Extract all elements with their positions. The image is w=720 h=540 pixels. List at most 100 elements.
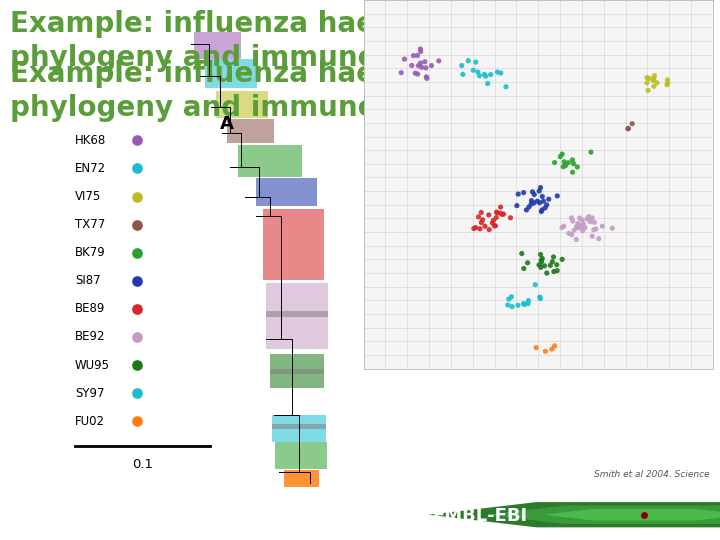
- Point: [522, 299, 534, 308]
- Point: [415, 47, 426, 56]
- Point: [623, 124, 634, 133]
- Point: [412, 70, 423, 78]
- Point: [485, 70, 496, 79]
- Point: [408, 51, 419, 60]
- Bar: [194, 32, 241, 59]
- Text: VI75: VI75: [75, 190, 102, 203]
- Point: [534, 199, 545, 207]
- Point: [566, 213, 577, 222]
- Point: [511, 201, 523, 210]
- Point: [498, 210, 509, 218]
- Bar: [272, 423, 326, 429]
- Point: [426, 61, 437, 70]
- Point: [534, 187, 545, 195]
- Point: [487, 219, 498, 227]
- Point: [502, 301, 513, 309]
- Point: [474, 225, 486, 233]
- Point: [577, 220, 589, 228]
- Bar: [270, 368, 324, 374]
- Point: [558, 222, 570, 231]
- Point: [647, 76, 659, 85]
- Point: [539, 347, 551, 356]
- Point: [492, 208, 503, 217]
- Bar: [270, 354, 324, 388]
- Point: [572, 219, 584, 228]
- Point: [495, 203, 506, 212]
- Point: [483, 225, 495, 234]
- Text: Smith et al 2004. Science: Smith et al 2004. Science: [595, 470, 710, 480]
- Point: [412, 51, 423, 60]
- Point: [495, 209, 506, 218]
- Point: [552, 266, 563, 275]
- Text: 0.1: 0.1: [132, 458, 153, 471]
- Point: [415, 45, 426, 53]
- Point: [522, 259, 534, 267]
- Point: [421, 74, 433, 83]
- Point: [563, 229, 575, 238]
- Point: [490, 221, 501, 230]
- Point: [473, 213, 485, 221]
- Point: [590, 225, 602, 233]
- Point: [570, 235, 582, 244]
- Point: [651, 78, 662, 87]
- Point: [567, 217, 579, 225]
- Point: [535, 263, 546, 272]
- Point: [546, 258, 558, 266]
- Point: [505, 293, 517, 301]
- Point: [503, 295, 515, 303]
- Point: [528, 199, 540, 207]
- Point: [562, 158, 574, 167]
- Point: [462, 56, 474, 65]
- Bar: [256, 178, 317, 206]
- Point: [577, 215, 588, 224]
- Bar: [284, 470, 319, 488]
- Point: [573, 220, 585, 229]
- Bar: [216, 91, 268, 118]
- Point: [589, 218, 600, 227]
- Text: WU95: WU95: [75, 359, 110, 372]
- Point: [415, 59, 426, 68]
- Point: [472, 68, 484, 76]
- Point: [568, 159, 580, 168]
- Point: [513, 190, 524, 198]
- Text: B: B: [505, 116, 518, 133]
- Point: [568, 226, 580, 234]
- Point: [566, 230, 577, 239]
- Point: [644, 74, 655, 83]
- Point: [585, 148, 597, 157]
- Point: [468, 224, 480, 233]
- Bar: [227, 119, 274, 143]
- Point: [548, 253, 559, 261]
- Point: [661, 80, 672, 89]
- Point: [571, 222, 582, 231]
- Point: [516, 249, 528, 258]
- Point: [480, 72, 491, 80]
- Point: [476, 218, 487, 227]
- Point: [531, 343, 542, 352]
- Point: [535, 250, 546, 259]
- Point: [541, 200, 552, 209]
- Point: [586, 232, 598, 240]
- Point: [541, 269, 552, 278]
- Text: A: A: [220, 116, 234, 133]
- Bar: [263, 209, 324, 280]
- Text: EN72: EN72: [75, 162, 106, 175]
- Point: [648, 82, 660, 91]
- Point: [526, 197, 537, 205]
- Point: [536, 256, 547, 265]
- Point: [581, 214, 593, 223]
- Point: [512, 301, 523, 309]
- Point: [474, 71, 485, 80]
- Point: [518, 300, 530, 309]
- Point: [534, 293, 546, 301]
- Point: [538, 197, 549, 206]
- Point: [587, 213, 598, 222]
- Point: [567, 168, 578, 177]
- Bar: [275, 442, 327, 469]
- Point: [495, 69, 506, 77]
- Point: [551, 260, 562, 269]
- Point: [487, 216, 499, 225]
- Point: [536, 258, 547, 266]
- Text: EMBL-EBI: EMBL-EBI: [432, 507, 527, 525]
- Point: [662, 76, 673, 84]
